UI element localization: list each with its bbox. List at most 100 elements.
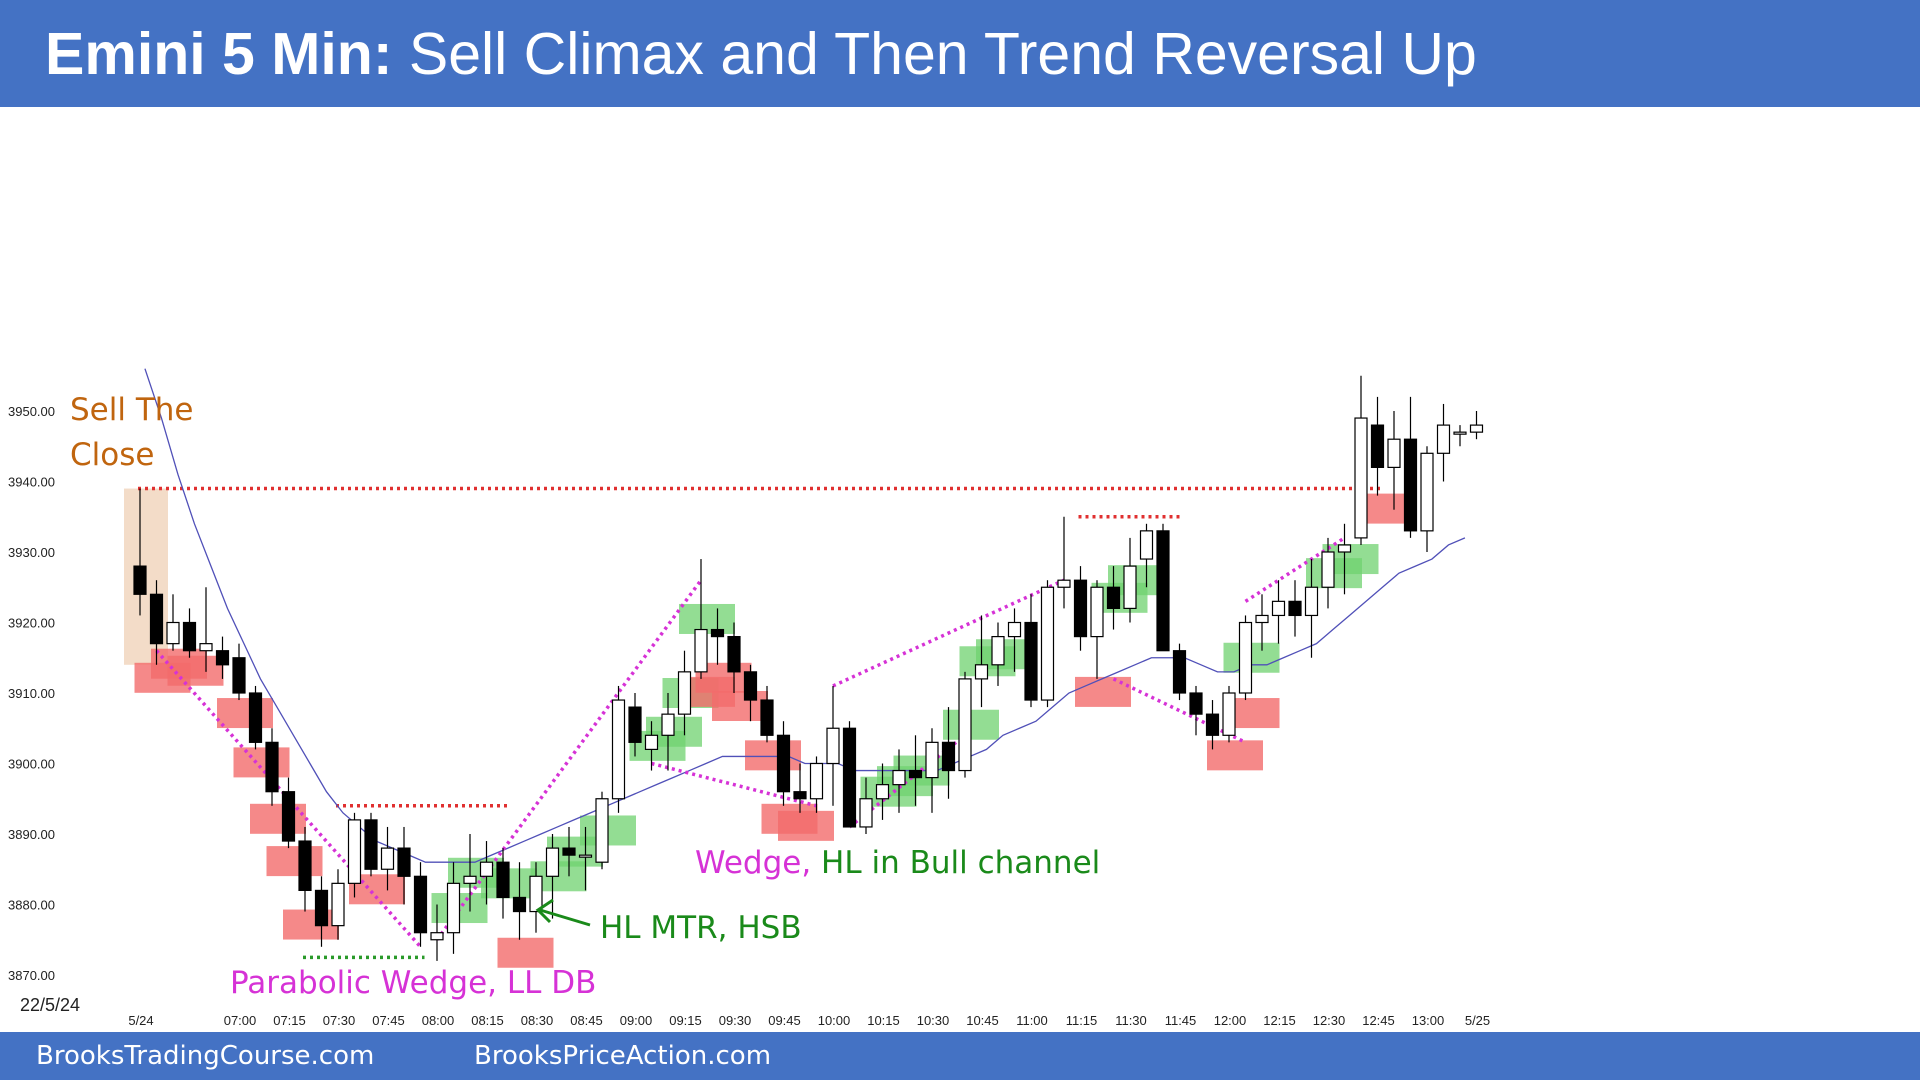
annotation-parabolic-wedge-text: Parabolic Wedge, LL DB (230, 965, 597, 1001)
candle-body (677, 671, 692, 715)
x-tick-label: 11:45 (1165, 1013, 1197, 1028)
candle (578, 826, 593, 891)
candle-body (463, 875, 477, 884)
candle (1073, 566, 1088, 651)
footer-link-trading-course[interactable]: BrooksTradingCourse.com (36, 1041, 375, 1071)
candle-body (892, 769, 906, 786)
annotation-wedge-hl-text: Wedge, (695, 845, 822, 881)
candle (1370, 396, 1385, 496)
candle-body (133, 565, 147, 595)
candle-body (562, 847, 576, 856)
x-tick-label: 07:15 (273, 1013, 306, 1028)
candle (595, 791, 609, 870)
candle (1304, 559, 1319, 658)
candle-body (380, 847, 395, 870)
candle (281, 777, 296, 849)
y-tick-label: 3900.00 (8, 757, 55, 772)
candle (694, 559, 708, 679)
bear-signal-box (1207, 740, 1263, 771)
candle (314, 876, 329, 947)
candle (298, 826, 312, 912)
candle-body (232, 657, 246, 694)
candle-body (347, 819, 362, 884)
candle (1337, 523, 1352, 595)
y-tick-label: 3940.00 (8, 475, 55, 490)
x-tick-label: 08:30 (521, 1013, 554, 1028)
bear-signal-box (712, 691, 768, 721)
y-tick-label: 3890.00 (8, 827, 55, 842)
candle-body (215, 650, 230, 666)
page-title: Emini 5 Min: Sell Climax and Then Trend … (45, 20, 1477, 88)
candle-body (430, 932, 444, 941)
footer-bar: BrooksTradingCourse.com BrooksPriceActio… (0, 1032, 1920, 1080)
candle-body (364, 819, 378, 870)
annotation-sell-the-close-text: Sell The Close (70, 392, 194, 473)
candle-body (628, 706, 642, 743)
candle-body (991, 635, 1005, 666)
candle-body (661, 713, 675, 736)
candle (265, 728, 279, 806)
candle (1156, 523, 1170, 652)
candle-body (1007, 621, 1022, 638)
bear-signal-box (745, 740, 801, 771)
candle (1271, 580, 1286, 644)
candle-body (199, 643, 213, 652)
candle-body (727, 635, 741, 673)
candle (133, 488, 147, 616)
candle-body (413, 875, 428, 934)
candle-body (265, 741, 279, 793)
bear-signal-box (167, 655, 224, 686)
candle-body (1139, 530, 1154, 560)
x-tick-label: 09:00 (620, 1013, 653, 1028)
candle (1288, 580, 1302, 637)
candle-body (1469, 424, 1484, 433)
candle-body (182, 621, 197, 652)
candle-body (298, 840, 312, 891)
candle (727, 622, 741, 693)
candle (1436, 403, 1451, 482)
x-tick-label: 07:00 (224, 1013, 257, 1028)
candle (892, 749, 906, 813)
candle (248, 685, 263, 750)
candle (496, 848, 510, 919)
candle (1205, 700, 1220, 750)
candle (677, 650, 692, 736)
candle (776, 721, 791, 806)
candle (1387, 411, 1401, 510)
candle-body (1057, 579, 1071, 588)
candle (809, 756, 824, 813)
candle (974, 615, 989, 708)
x-tick-label: 07:30 (323, 1013, 356, 1028)
x-tick-label: 11:00 (1016, 1013, 1048, 1028)
annotation-wedge-hl: Wedge, HL in Bull channel (695, 845, 1100, 881)
annotation-hl-mtr: HL MTR, HSB (600, 910, 802, 946)
date-label: 22/5/24 (20, 995, 80, 1015)
candle (166, 594, 180, 651)
candle (826, 685, 840, 806)
candle (397, 826, 411, 905)
annotation-sell-the-close: Sell The Close (70, 388, 194, 478)
candle (908, 735, 923, 806)
candle-body (595, 798, 609, 863)
candle (1007, 608, 1022, 672)
x-tick-label: 10:15 (867, 1013, 900, 1028)
candle (1024, 594, 1038, 708)
candle-body (694, 628, 708, 673)
candle-body (1073, 579, 1088, 638)
candle (760, 685, 774, 743)
candle (463, 834, 477, 912)
candle-body (314, 889, 329, 927)
x-tick-label: 11:30 (1115, 1013, 1147, 1028)
x-tick-label: 10:30 (917, 1013, 950, 1028)
footer-link-price-action[interactable]: BrooksPriceAction.com (474, 1041, 772, 1071)
candle (182, 608, 197, 658)
wedge-line (651, 761, 817, 808)
x-tick-label: 09:45 (768, 1013, 801, 1028)
candle-body (1090, 586, 1104, 638)
candle-body (809, 762, 824, 800)
bear-signal-box (266, 846, 323, 877)
bear-signal-box (217, 698, 273, 729)
wedge-line (435, 579, 703, 941)
bear-signal-box (778, 810, 834, 841)
candle (1057, 516, 1071, 609)
